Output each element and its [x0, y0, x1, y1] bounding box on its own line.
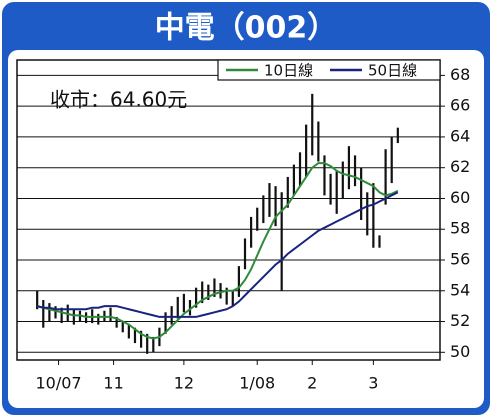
- y-tick-label: 54: [450, 280, 470, 299]
- legend: [217, 59, 441, 81]
- annotation: 收市：64.60元: [50, 88, 187, 112]
- x-tick-label: 1/08: [239, 374, 275, 393]
- y-tick-label: 62: [450, 157, 470, 176]
- y-tick-label: 58: [450, 219, 470, 238]
- chart-title: 中電（002）: [155, 11, 338, 46]
- y-tick-label: 68: [450, 65, 470, 84]
- y-tick-label: 66: [450, 96, 470, 115]
- legend-label: 50日線: [368, 62, 417, 80]
- x-tick-label: 10/07: [36, 374, 82, 393]
- x-tick-label: 11: [103, 374, 123, 393]
- y-tick-label: 56: [450, 250, 470, 269]
- x-tick-label: 3: [368, 374, 378, 393]
- legend-label: 10日線: [264, 62, 313, 80]
- moving-average-line: [36, 191, 399, 318]
- x-tick-label: 12: [174, 374, 194, 393]
- y-tick-label: 50: [450, 342, 470, 361]
- x-tick-label: 2: [307, 374, 317, 393]
- y-tick-label: 64: [450, 126, 470, 145]
- moving-average-line: [36, 162, 399, 340]
- y-tick-label: 60: [450, 188, 470, 207]
- y-tick-label: 52: [450, 311, 470, 330]
